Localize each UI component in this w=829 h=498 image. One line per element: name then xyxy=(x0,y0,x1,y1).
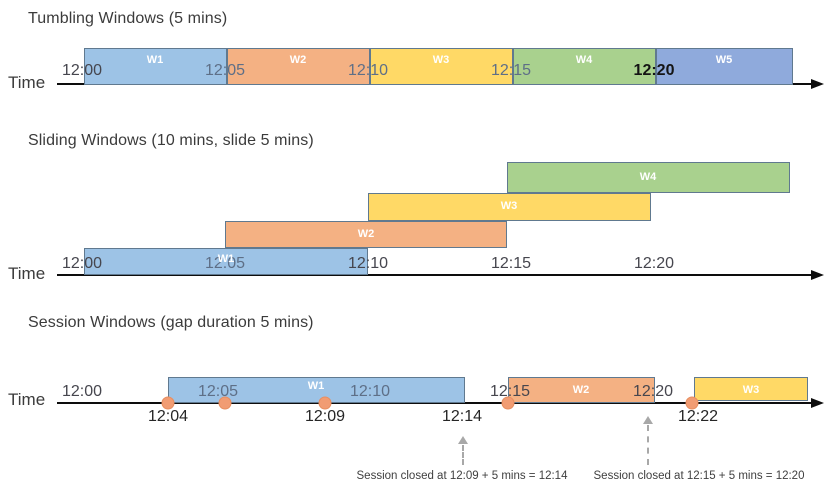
window-label-tumbling-w1: W1 xyxy=(146,54,164,66)
window-box-sliding-w1 xyxy=(84,248,368,275)
tick-label-sliding: 12:00 xyxy=(61,255,103,272)
session-close-arrow-icon xyxy=(643,416,653,424)
window-box-session-w3 xyxy=(694,377,808,401)
event-dot-icon xyxy=(218,396,232,410)
window-label-sliding-w2: W2 xyxy=(357,228,375,240)
session-close-arrow-line xyxy=(647,425,649,465)
event-dot-icon xyxy=(685,396,699,410)
window-box-sliding-w2 xyxy=(225,221,507,248)
window-label-session-w2: W2 xyxy=(572,384,590,396)
event-time-label: 12:09 xyxy=(304,408,346,425)
tick-label-tumbling: 12:05 xyxy=(204,62,246,79)
window-label-session-w1: W1 xyxy=(307,380,325,392)
tick-label-session: 12:20 xyxy=(632,383,674,400)
sliding-time-axis-label: Time xyxy=(8,264,46,283)
tick-label-session: 12:00 xyxy=(61,383,103,400)
event-time-label: 12:22 xyxy=(677,408,719,425)
window-label-tumbling-w2: W2 xyxy=(289,54,307,66)
session-time-axis-label: Time xyxy=(8,390,46,409)
window-box-tumbling-w3 xyxy=(370,48,513,85)
window-box-session-w2 xyxy=(508,377,655,403)
window-label-tumbling-w4: W4 xyxy=(575,54,593,66)
session-close-annotation-2: Session closed at 12:15 + 5 mins = 12:20 xyxy=(593,470,805,482)
window-box-tumbling-w2 xyxy=(227,48,370,85)
tick-label-sliding: 12:20 xyxy=(633,255,675,272)
session-title: Session Windows (gap duration 5 mins) xyxy=(28,314,314,331)
window-box-tumbling-w1 xyxy=(84,48,227,85)
tick-label-tumbling: 12:10 xyxy=(347,62,389,79)
session-timeline xyxy=(57,402,813,404)
tick-label-session: 12:05 xyxy=(197,383,239,400)
tick-label-sliding: 12:15 xyxy=(490,255,532,272)
window-box-tumbling-w4 xyxy=(513,48,656,85)
sliding-timeline-arrow-icon xyxy=(811,270,824,280)
window-box-sliding-w4 xyxy=(507,162,790,193)
event-time-label: 12:04 xyxy=(147,408,189,425)
window-box-tumbling-w5 xyxy=(656,48,793,85)
tick-label-tumbling: 12:20 xyxy=(633,62,675,79)
session-close-arrow-icon xyxy=(458,436,468,444)
tick-label-tumbling: 12:15 xyxy=(490,62,532,79)
tumbling-timeline-arrow-icon xyxy=(811,79,824,89)
event-dot-icon xyxy=(318,396,332,410)
window-label-session-w3: W3 xyxy=(742,384,760,396)
event-dot-icon xyxy=(161,396,175,410)
tick-label-session: 12:10 xyxy=(349,383,391,400)
event-dot-icon xyxy=(501,396,515,410)
tumbling-time-axis-label: Time xyxy=(8,73,46,92)
event-time-label: 12:14 xyxy=(441,408,483,425)
window-box-session-w1 xyxy=(168,377,465,403)
session-close-arrow-line xyxy=(462,445,464,465)
sliding-timeline xyxy=(57,274,813,276)
window-box-sliding-w3 xyxy=(368,193,651,221)
window-label-sliding-w3: W3 xyxy=(500,200,518,212)
session-timeline-arrow-icon xyxy=(811,398,824,408)
sliding-title: Sliding Windows (10 mins, slide 5 mins) xyxy=(28,132,314,149)
window-label-tumbling-w5: W5 xyxy=(715,54,733,66)
session-close-annotation-1: Session closed at 12:09 + 5 mins = 12:14 xyxy=(356,470,568,482)
tick-label-sliding: 12:10 xyxy=(347,255,389,272)
window-label-sliding-w1: W1 xyxy=(217,253,235,265)
window-label-tumbling-w3: W3 xyxy=(432,54,450,66)
window-label-sliding-w4: W4 xyxy=(639,171,657,183)
tumbling-title: Tumbling Windows (5 mins) xyxy=(28,10,228,27)
tick-label-sliding: 12:05 xyxy=(204,255,246,272)
tick-label-tumbling: 12:00 xyxy=(61,62,103,79)
tick-label-session: 12:15 xyxy=(489,383,531,400)
